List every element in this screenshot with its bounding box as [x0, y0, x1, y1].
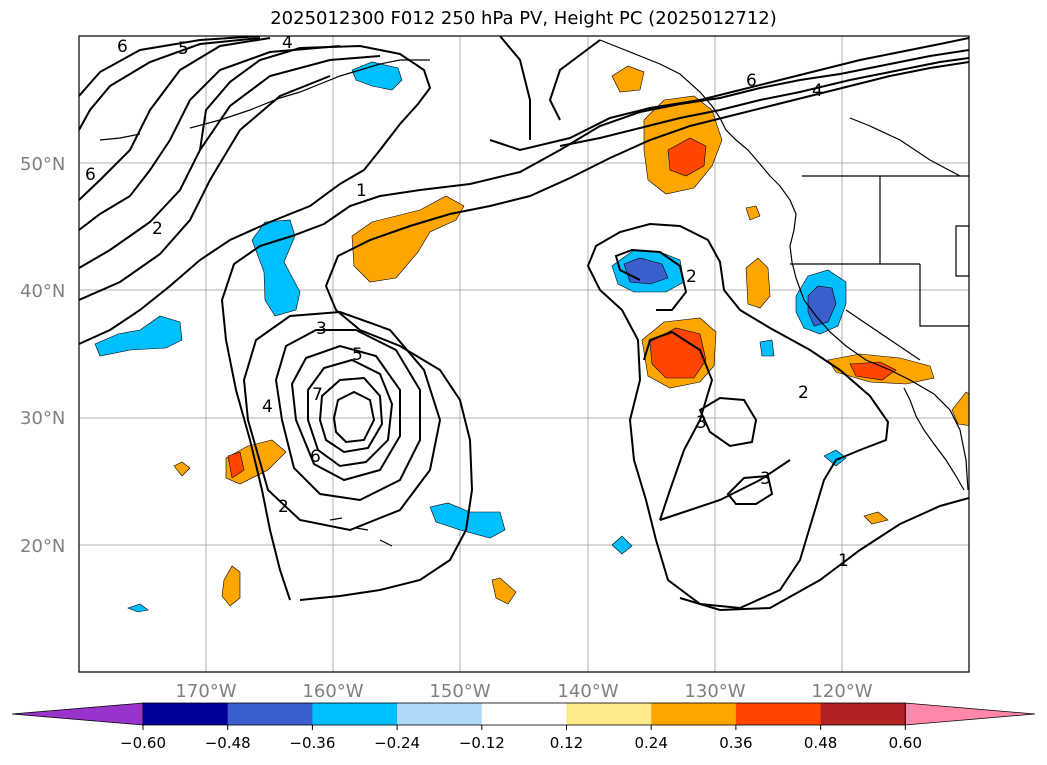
contour-label: 3 [760, 469, 771, 489]
contour-label: 4 [282, 33, 293, 53]
map-panel [79, 36, 969, 672]
colorbar-tick-label: −0.60 [120, 734, 166, 752]
colorbar: −0.60 −0.48 −0.36 −0.24 −0.12 0.12 0.24 0.36 0.4… [11, 702, 1036, 752]
contour-label: 5 [352, 345, 363, 365]
contour-label: 4 [262, 397, 273, 417]
lat-label-50n: 50°N [20, 154, 65, 175]
contour-label: 3 [316, 319, 327, 339]
contour-label: 7 [312, 385, 323, 405]
coastlines [99, 39, 969, 547]
longitude-labels: 170°W 160°W 150°W 140°W 130°W 120°W [175, 681, 872, 702]
contour-label: 5 [178, 39, 189, 59]
colorbar-segment [820, 703, 906, 725]
map-title: 2025012300 F012 250 hPa PV, Height PC (2… [270, 8, 777, 29]
height-contours [79, 36, 969, 612]
lon-label-130w: 130°W [684, 681, 745, 702]
lon-label-120w: 120°W [811, 681, 872, 702]
contour-labels: 6 5 4 6 2 1 3 5 7 4 6 2 2 2 3 3 1 6 4 [85, 33, 849, 571]
lon-label-160w: 160°W [302, 681, 363, 702]
colorbar-segment [143, 703, 229, 725]
colorbar-segment [312, 703, 398, 725]
colorbar-tick-label: 0.24 [634, 734, 667, 752]
contour-label: 1 [356, 181, 367, 201]
map-frame [78, 35, 970, 673]
lon-label-150w: 150°W [429, 681, 490, 702]
colorbar-tick-label: 0.48 [804, 734, 837, 752]
colorbar-tick-label: 0.60 [889, 734, 922, 752]
colorbar-segment [397, 703, 483, 725]
colorbar-segment [227, 703, 313, 725]
contour-label: 1 [838, 551, 849, 571]
colorbar-tick-label: 0.36 [719, 734, 752, 752]
colorbar-frame [142, 702, 906, 726]
contour-label: 2 [278, 497, 289, 517]
contour-label: 4 [812, 81, 823, 101]
colorbar-segment [735, 703, 822, 725]
colorbar-tick-label: 0.12 [550, 734, 583, 752]
pv-negative-shading [94, 61, 847, 613]
colorbar-segment [481, 703, 567, 725]
colorbar-tick-label: −0.24 [374, 734, 420, 752]
lat-label-30n: 30°N [20, 408, 65, 429]
colorbar-tick-label: −0.12 [459, 734, 505, 752]
latitude-labels: 50°N 40°N 30°N 20°N [20, 154, 65, 557]
lat-label-40n: 40°N [20, 281, 65, 302]
contour-label: 3 [696, 413, 707, 433]
colorbar-tick-label: −0.48 [205, 734, 251, 752]
colorbar-segment [651, 703, 737, 725]
colorbar-tick-label: −0.36 [289, 734, 335, 752]
contour-label: 6 [85, 165, 96, 185]
contour-label: 2 [152, 219, 163, 239]
contour-label: 6 [746, 71, 757, 91]
colorbar-extend-low [11, 702, 144, 726]
lat-label-20n: 20°N [20, 536, 65, 557]
contour-label: 2 [686, 267, 697, 287]
lon-label-170w: 170°W [175, 681, 236, 702]
contour-label: 6 [310, 447, 321, 467]
contour-label: 2 [798, 383, 809, 403]
contour-label: 6 [117, 37, 128, 57]
colorbar-extend-high [904, 702, 1036, 726]
colorbar-segment [566, 703, 652, 725]
lon-label-140w: 140°W [557, 681, 618, 702]
